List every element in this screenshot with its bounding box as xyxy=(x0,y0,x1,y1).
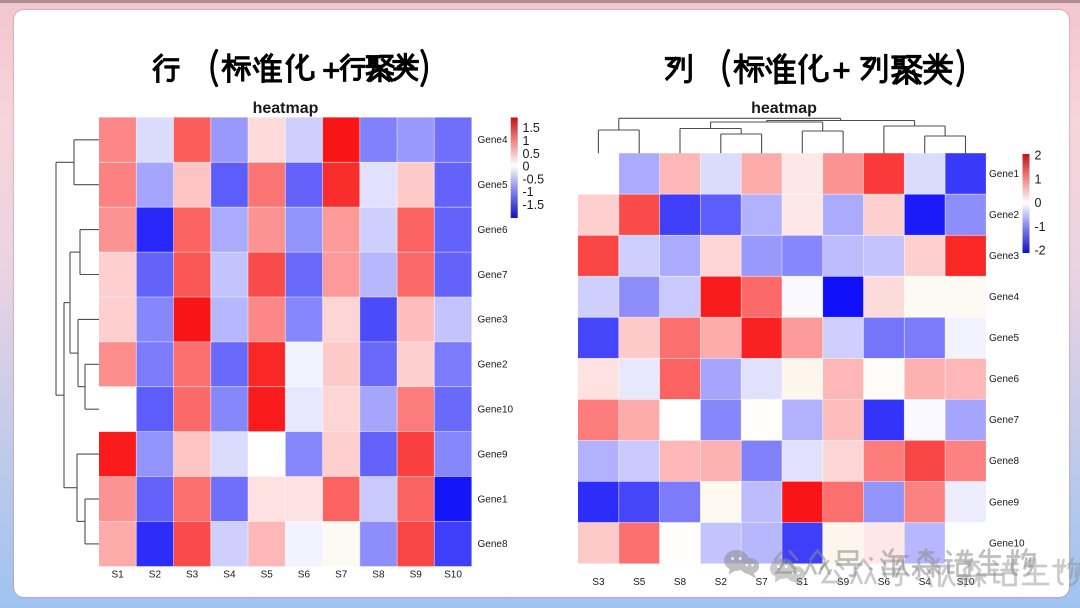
svg-text:S5: S5 xyxy=(261,570,274,581)
svg-text:S2: S2 xyxy=(715,577,728,588)
svg-text:Gene8: Gene8 xyxy=(989,456,1019,467)
svg-text:heatmap: heatmap xyxy=(253,100,319,117)
svg-text:S9: S9 xyxy=(410,570,423,581)
svg-text:0.5: 0.5 xyxy=(523,147,540,161)
svg-text:0: 0 xyxy=(523,160,530,174)
svg-text:S2: S2 xyxy=(149,570,162,581)
svg-text:Gene7: Gene7 xyxy=(478,270,508,281)
svg-text:Gene10: Gene10 xyxy=(989,538,1025,549)
svg-text:S7: S7 xyxy=(335,570,348,581)
svg-text:S8: S8 xyxy=(674,577,687,588)
svg-text:Gene7: Gene7 xyxy=(989,415,1019,426)
svg-text:-0.5: -0.5 xyxy=(523,172,545,186)
svg-text:S4: S4 xyxy=(223,570,236,581)
svg-text:1: 1 xyxy=(523,134,530,148)
svg-text:S7: S7 xyxy=(755,577,768,588)
svg-text:Gene8: Gene8 xyxy=(478,539,508,550)
svg-text:0: 0 xyxy=(1035,196,1042,210)
svg-text:S8: S8 xyxy=(372,570,385,581)
svg-text:Gene2: Gene2 xyxy=(478,360,508,371)
svg-text:Gene5: Gene5 xyxy=(478,180,508,191)
svg-text:Gene9: Gene9 xyxy=(989,497,1019,508)
svg-text:S10: S10 xyxy=(444,570,462,581)
svg-text:Gene1: Gene1 xyxy=(478,494,508,505)
svg-text:S6: S6 xyxy=(298,570,311,581)
svg-text:Gene3: Gene3 xyxy=(989,251,1019,262)
svg-text:-1: -1 xyxy=(1035,220,1046,234)
svg-text:Gene6: Gene6 xyxy=(989,374,1019,385)
svg-text:S3: S3 xyxy=(186,570,199,581)
svg-text:S9: S9 xyxy=(837,577,850,588)
svg-text:1: 1 xyxy=(1035,172,1042,186)
svg-text:Gene10: Gene10 xyxy=(478,405,514,416)
svg-text:Gene2: Gene2 xyxy=(989,210,1019,221)
svg-text:2: 2 xyxy=(1035,149,1042,163)
svg-text:S10: S10 xyxy=(957,577,975,588)
svg-text:S6: S6 xyxy=(878,577,891,588)
svg-text:Gene4: Gene4 xyxy=(989,292,1019,303)
svg-text:Gene4: Gene4 xyxy=(478,135,508,146)
svg-text:Gene6: Gene6 xyxy=(478,225,508,236)
svg-text:S3: S3 xyxy=(592,577,605,588)
svg-text:Gene3: Gene3 xyxy=(478,315,508,326)
svg-text:Gene5: Gene5 xyxy=(989,333,1019,344)
svg-text:-1.5: -1.5 xyxy=(523,198,545,212)
svg-text:S1: S1 xyxy=(796,577,809,588)
svg-text:S4: S4 xyxy=(919,577,932,588)
svg-text:-1: -1 xyxy=(523,185,534,199)
svg-text:S1: S1 xyxy=(111,570,124,581)
svg-text:heatmap: heatmap xyxy=(751,100,817,117)
svg-text:Gene1: Gene1 xyxy=(989,169,1019,180)
svg-text:Gene9: Gene9 xyxy=(478,449,508,460)
svg-text:-2: -2 xyxy=(1035,244,1046,258)
svg-text:1.5: 1.5 xyxy=(523,121,540,135)
svg-text:S5: S5 xyxy=(633,577,646,588)
